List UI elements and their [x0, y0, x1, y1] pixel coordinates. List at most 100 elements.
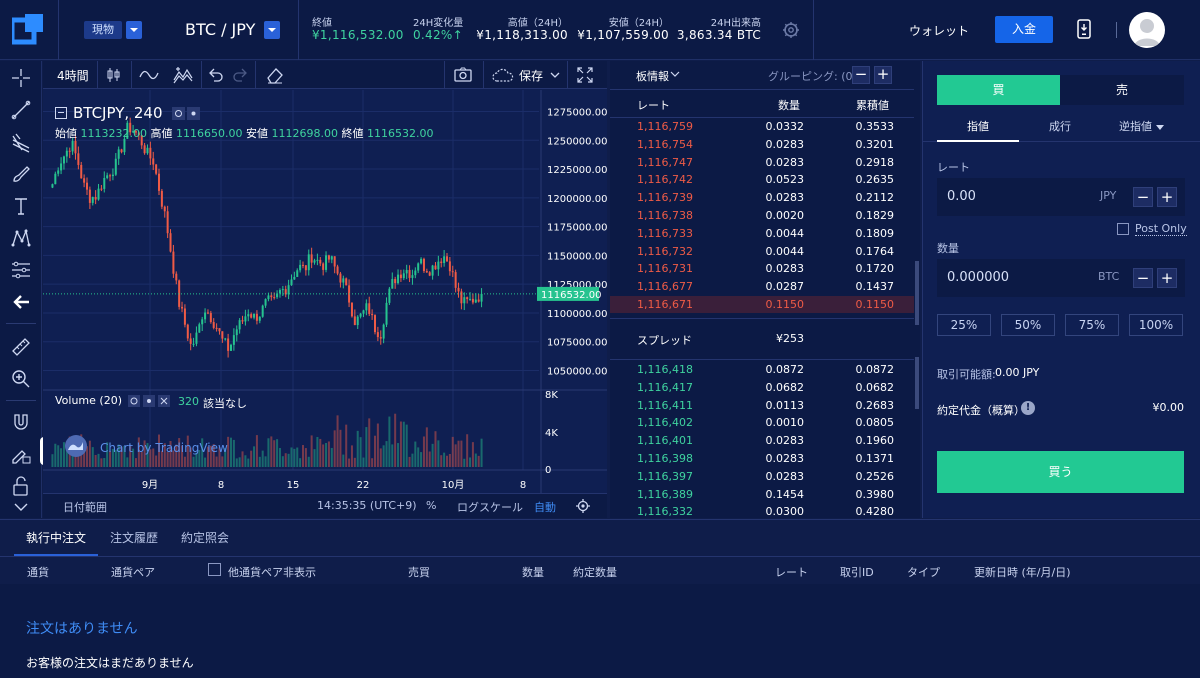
chevron-down-icon[interactable] — [549, 70, 561, 80]
grouping-increase-button[interactable]: + — [874, 66, 892, 84]
ask-row[interactable]: 1,116,732 0.0044 0.1764 — [610, 243, 914, 260]
tab-order-history[interactable]: 注文履歴 — [110, 531, 159, 545]
ask-row[interactable]: 1,116,759 0.0332 0.3533 — [610, 118, 914, 135]
ask-row[interactable]: 1,116,742 0.0523 0.2635 — [610, 171, 914, 188]
percent-scale-toggle[interactable]: % — [426, 499, 437, 512]
interval-select[interactable]: 4時間 — [57, 69, 89, 83]
ruler-icon[interactable] — [10, 336, 32, 358]
tab-market[interactable]: 成行 — [1049, 120, 1071, 133]
percent-50-button[interactable]: 50% — [1001, 314, 1055, 336]
tab-limit[interactable]: 指値 — [937, 116, 1019, 142]
eraser-icon[interactable] — [265, 66, 285, 84]
user-avatar[interactable] — [1129, 12, 1165, 48]
arrow-left-icon[interactable] — [10, 291, 32, 313]
post-only-checkbox[interactable] — [1117, 223, 1129, 235]
exchange-logo-icon[interactable] — [12, 14, 44, 46]
bid-row[interactable]: 1,116,411 0.0113 0.2683 — [610, 397, 914, 414]
chart-settings-gear-icon[interactable] — [576, 499, 590, 513]
bid-row[interactable]: 1,116,402 0.0010 0.0805 — [610, 414, 914, 431]
brush-icon[interactable] — [10, 163, 32, 185]
bid-row[interactable]: 1,116,389 0.1454 0.3980 — [610, 486, 914, 503]
market-type-dropdown-button[interactable] — [126, 21, 142, 39]
date-range-button[interactable]: 日付範囲 — [63, 501, 107, 514]
book-scrollbar-bottom[interactable] — [915, 357, 919, 409]
chevron-down-icon[interactable] — [670, 70, 680, 78]
collapse-legend-icon[interactable] — [55, 107, 67, 119]
market-type-select[interactable]: 現物 — [84, 21, 122, 39]
bid-row[interactable]: 1,116,418 0.0872 0.0872 — [610, 361, 914, 378]
ask-row[interactable]: 1,116,739 0.0283 0.2112 — [610, 189, 914, 206]
bid-row[interactable]: 1,116,417 0.0682 0.0682 — [610, 379, 914, 396]
pair-dropdown-button[interactable] — [264, 21, 280, 39]
info-icon[interactable]: ! — [1021, 401, 1035, 415]
ask-row[interactable]: 1,116,754 0.0283 0.3201 — [610, 136, 914, 153]
grouping-decrease-button[interactable]: − — [852, 66, 870, 84]
amount-unit: BTC — [1098, 270, 1120, 283]
undo-icon[interactable] — [207, 67, 225, 83]
unlock-icon[interactable] — [10, 475, 32, 497]
order-book-title[interactable]: 板情報 — [636, 70, 669, 83]
trend-line-icon[interactable] — [10, 99, 32, 121]
post-only-label[interactable]: Post Only — [1135, 222, 1187, 236]
rate-decrement-button[interactable]: − — [1133, 187, 1153, 207]
compare-icon[interactable] — [173, 66, 193, 84]
bid-row[interactable]: 1,116,332 0.0300 0.4280 — [610, 503, 914, 520]
amount-increment-button[interactable]: + — [1157, 268, 1177, 288]
redo-icon[interactable] — [231, 67, 249, 83]
bid-row[interactable]: 1,116,398 0.0283 0.1371 — [610, 450, 914, 467]
mobile-app-icon[interactable] — [1076, 19, 1092, 39]
percent-100-button[interactable]: 100% — [1129, 314, 1183, 336]
auto-scale-toggle[interactable]: 自動 — [534, 501, 556, 514]
pattern-tool-icon[interactable] — [10, 227, 32, 249]
buy-submit-button[interactable]: 買う — [937, 451, 1184, 493]
percent-25-button[interactable]: 25% — [937, 314, 991, 336]
fib-retracement-icon[interactable] — [10, 259, 32, 281]
tab-stop[interactable]: 逆指値 — [1119, 120, 1152, 133]
save-button[interactable]: 保存 — [519, 69, 544, 83]
ask-row[interactable]: 1,116,677 0.0287 0.1437 — [610, 278, 914, 295]
ask-row[interactable]: 1,116,671 0.1150 0.1150 — [610, 296, 914, 313]
magnet-icon[interactable] — [10, 411, 32, 433]
deposit-button[interactable]: 入金 — [995, 16, 1053, 43]
ask-row[interactable]: 1,116,733 0.0044 0.1809 — [610, 225, 914, 242]
indicator-icon[interactable] — [139, 67, 159, 83]
bid-row[interactable]: 1,116,397 0.0283 0.2526 — [610, 468, 914, 485]
rate-input[interactable]: 0.00 JPY − + — [937, 178, 1185, 216]
hide-other-pairs-checkbox[interactable] — [208, 563, 221, 576]
crosshair-icon[interactable] — [10, 67, 32, 89]
text-tool-icon[interactable] — [10, 195, 32, 217]
amount-decrement-button[interactable]: − — [1133, 268, 1153, 288]
ask-row[interactable]: 1,116,731 0.0283 0.1720 — [610, 260, 914, 277]
fullscreen-icon[interactable] — [577, 67, 593, 83]
tradingview-watermark[interactable]: Chart by TradingView — [100, 441, 228, 455]
chevron-down-icon[interactable] — [10, 501, 32, 515]
wallet-link[interactable]: ウォレット — [909, 24, 970, 38]
amount-input[interactable]: 0.000000 BTC − + — [937, 259, 1185, 297]
cloud-icon[interactable] — [491, 67, 515, 83]
hide-other-pairs-label[interactable]: 他通貨ペア非表示 — [228, 566, 316, 579]
candle-body — [235, 329, 238, 336]
buy-tab[interactable]: 買 — [937, 75, 1060, 105]
rate-value[interactable]: 0.00 — [947, 189, 976, 204]
pitchfork-icon[interactable] — [10, 131, 32, 153]
tab-trade-history[interactable]: 約定照会 — [181, 531, 230, 545]
tab-open-orders[interactable]: 執行中注文 — [14, 520, 98, 556]
zoom-in-icon[interactable] — [10, 368, 32, 390]
pencil-lock-icon[interactable] — [10, 443, 32, 465]
settings-gear-icon[interactable] — [782, 21, 800, 39]
ask-row[interactable]: 1,116,747 0.0283 0.2918 — [610, 154, 914, 171]
ask-row[interactable]: 1,116,738 0.0020 0.1829 — [610, 207, 914, 224]
candlestick-type-icon[interactable] — [105, 66, 123, 84]
volume-controls-icon[interactable] — [128, 395, 172, 407]
sell-tab[interactable]: 売 — [1060, 75, 1184, 105]
bid-row[interactable]: 1,116,401 0.0283 0.1960 — [610, 432, 914, 449]
amount-value[interactable]: 0.000000 — [947, 270, 1010, 285]
rate-increment-button[interactable]: + — [1157, 187, 1177, 207]
log-scale-toggle[interactable]: ログスケール — [457, 501, 523, 514]
percent-75-button[interactable]: 75% — [1065, 314, 1119, 336]
legend-controls-icon[interactable] — [172, 107, 200, 120]
pair-title[interactable]: BTC / JPY — [185, 20, 256, 39]
book-scrollbar-top[interactable] — [915, 261, 919, 325]
caret-down-icon[interactable] — [1155, 123, 1165, 131]
camera-icon[interactable] — [453, 67, 473, 83]
